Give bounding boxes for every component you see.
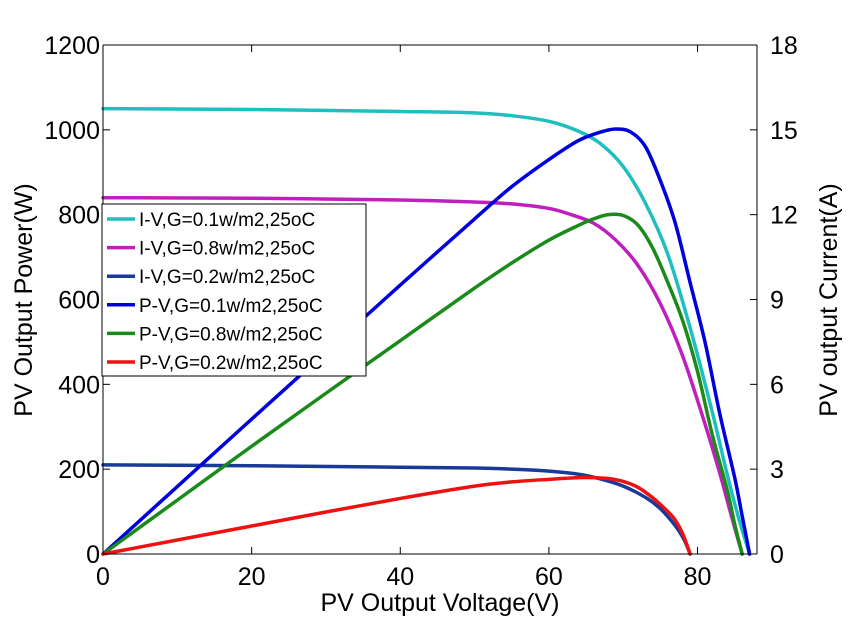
y-right-axis-title: PV output Current(A) <box>815 183 843 416</box>
y-left-tick-label: 600 <box>58 287 100 315</box>
x-tick-label: 80 <box>684 563 712 591</box>
x-tick-label: 60 <box>535 563 563 591</box>
y-right-tick-label: 15 <box>770 117 798 145</box>
x-tick-label: 0 <box>96 563 110 591</box>
y-left-tick-label: 0 <box>86 541 100 569</box>
legend: I-V,G=0.1w/m2,25oC I-V,G=0.8w/m2,25oC I-V,… <box>101 203 367 377</box>
series-line-P-V,G=0.8w/m2,25oC <box>101 212 744 556</box>
y-right-tick-label: 6 <box>770 371 784 399</box>
y-left-tick-label: 1200 <box>44 32 100 60</box>
series-line-I-V,G=0.1w/m2,25oC <box>101 106 752 556</box>
legend-label: I-V,G=0.8w/m2,25oC <box>139 239 315 260</box>
series-line-I-V,G=0.8w/m2,25oC <box>101 195 744 556</box>
x-tick-label: 20 <box>238 563 266 591</box>
y-right-tick-label: 18 <box>770 32 798 60</box>
y-right-tick-label: 0 <box>770 541 784 569</box>
legend-label: I-V,G=0.2w/m2,25oC <box>139 267 315 288</box>
legend-label: P-V,G=0.8w/m2,25oC <box>139 324 323 345</box>
legend-label: I-V,G=0.1w/m2,25oC <box>139 210 315 231</box>
x-tick-label: 40 <box>386 563 414 591</box>
x-axis-title: PV Output Voltage(V) <box>320 589 559 617</box>
y-right-tick-label: 12 <box>770 202 798 230</box>
series-line-P-V,G=0.2w/m2,25oC <box>101 475 692 556</box>
legend-label: P-V,G=0.1w/m2,25oC <box>139 296 323 317</box>
y-left-tick-label: 800 <box>58 202 100 230</box>
legend-label: P-V,G=0.2w/m2,25oC <box>139 353 323 374</box>
y-left-tick-label: 200 <box>58 456 100 484</box>
y-left-tick-label: 1000 <box>44 117 100 145</box>
y-left-axis-title: PV Output Power(W) <box>10 183 38 416</box>
legend-box <box>101 203 367 377</box>
y-right-tick-label: 9 <box>770 287 784 315</box>
y-right-tick-label: 3 <box>770 456 784 484</box>
series-line-I-V,G=0.2w/m2,25oC <box>101 463 692 556</box>
y-left-tick-label: 400 <box>58 371 100 399</box>
